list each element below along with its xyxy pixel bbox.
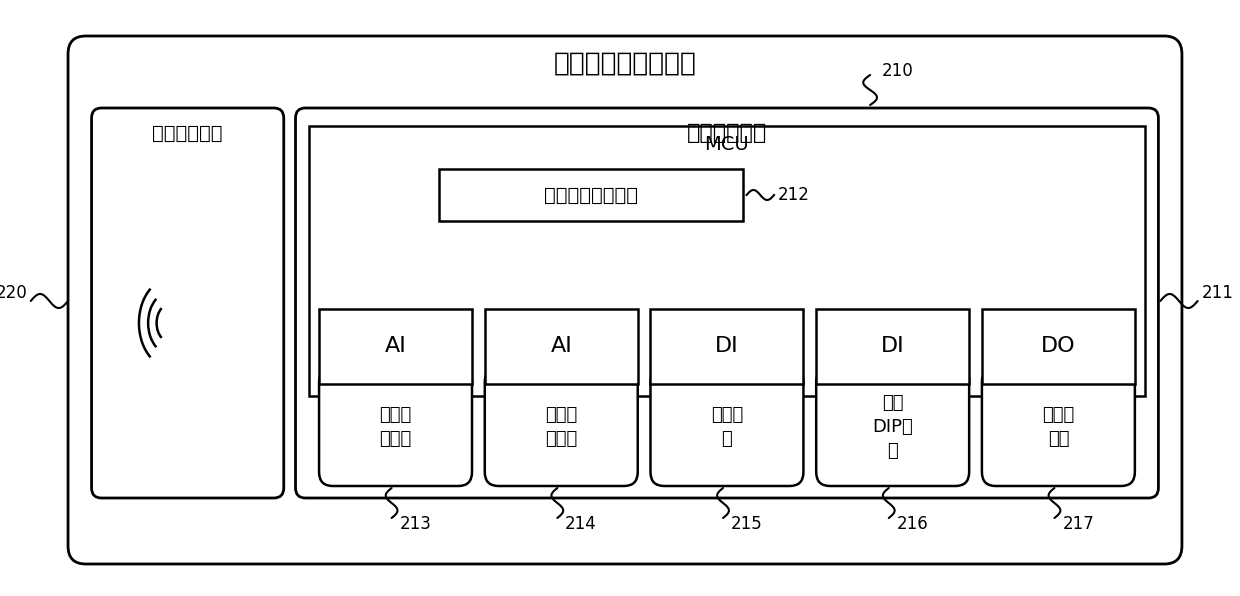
FancyBboxPatch shape bbox=[816, 368, 970, 486]
Text: 213: 213 bbox=[399, 515, 432, 533]
FancyBboxPatch shape bbox=[92, 108, 284, 498]
Text: 电压采
样电路: 电压采 样电路 bbox=[546, 406, 578, 448]
Text: DO: DO bbox=[1042, 337, 1076, 356]
Bar bbox=[485, 309, 637, 384]
FancyBboxPatch shape bbox=[68, 36, 1182, 564]
Bar bbox=[982, 309, 1135, 384]
Bar bbox=[439, 169, 743, 221]
Bar bbox=[319, 309, 472, 384]
Text: 217: 217 bbox=[1063, 515, 1094, 533]
Text: AI: AI bbox=[551, 337, 572, 356]
Text: 站号
DIP开
关: 站号 DIP开 关 bbox=[872, 395, 913, 460]
Text: 数据采集模块: 数据采集模块 bbox=[687, 123, 768, 143]
Text: 呼叫指
示灯: 呼叫指 示灯 bbox=[1043, 406, 1075, 448]
Text: 呼叫按
钮: 呼叫按 钮 bbox=[711, 406, 743, 448]
FancyBboxPatch shape bbox=[295, 108, 1158, 498]
Text: 下位数据采集子系统: 下位数据采集子系统 bbox=[553, 51, 697, 77]
Text: DI: DI bbox=[880, 337, 904, 356]
Text: MCU: MCU bbox=[704, 135, 749, 154]
FancyBboxPatch shape bbox=[982, 368, 1135, 486]
Bar bbox=[651, 309, 804, 384]
Text: DI: DI bbox=[715, 337, 739, 356]
Text: 无线通信模块: 无线通信模块 bbox=[153, 123, 223, 142]
Bar bbox=[309, 126, 1145, 396]
Text: 下位数据采集单元: 下位数据采集单元 bbox=[543, 185, 637, 204]
Text: 210: 210 bbox=[882, 62, 914, 80]
Text: 211: 211 bbox=[1202, 284, 1234, 302]
Text: 电流采
样电路: 电流采 样电路 bbox=[379, 406, 412, 448]
FancyBboxPatch shape bbox=[319, 368, 472, 486]
Bar bbox=[816, 309, 970, 384]
Text: 212: 212 bbox=[777, 186, 810, 204]
FancyBboxPatch shape bbox=[485, 368, 637, 486]
Text: 220: 220 bbox=[0, 284, 27, 302]
Text: 216: 216 bbox=[897, 515, 929, 533]
FancyBboxPatch shape bbox=[651, 368, 804, 486]
Text: 214: 214 bbox=[565, 515, 596, 533]
Text: 215: 215 bbox=[730, 515, 763, 533]
Text: AI: AI bbox=[384, 337, 407, 356]
